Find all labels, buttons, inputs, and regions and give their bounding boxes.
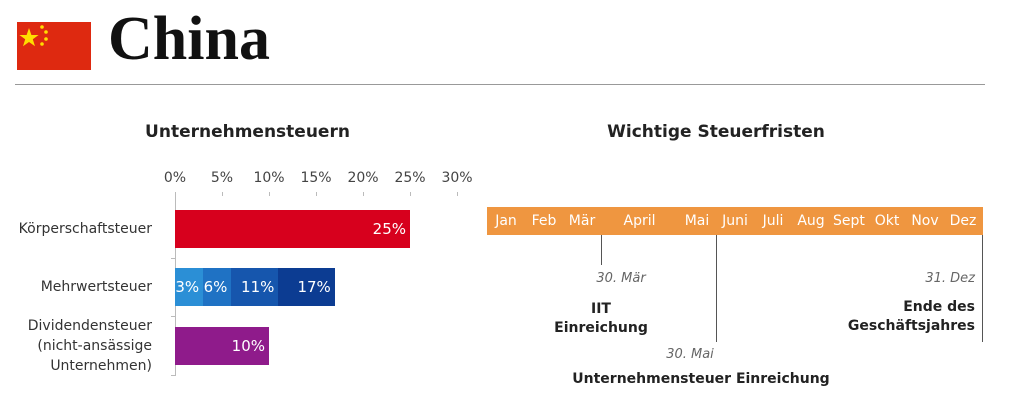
month-label: Dez (949, 213, 977, 229)
month-label: April (623, 213, 656, 229)
category-label: Mehrwertsteuer (40, 279, 152, 295)
header-rule (15, 84, 985, 85)
month-label: Jan (495, 213, 517, 229)
category-label: Körperschaftsteuer (18, 221, 152, 237)
x-tick-label: 15% (300, 170, 332, 186)
month-label: Okt (874, 213, 900, 229)
event-line (601, 235, 602, 265)
x-tick (410, 192, 411, 196)
month-label: Aug (797, 213, 825, 229)
x-tick-label: 0% (163, 170, 187, 186)
value-label: 25% (372, 220, 406, 238)
bar (175, 210, 410, 248)
x-tick-label: 25% (394, 170, 426, 186)
event-label: Unternehmensteuer Einreichung (572, 371, 830, 387)
y-tick (171, 316, 175, 317)
x-tick-label: 20% (347, 170, 379, 186)
timeline-band (487, 207, 983, 235)
event-label: Ende des Geschäftsjahres (847, 299, 975, 334)
value-label: 17% (297, 278, 331, 296)
y-tick (171, 375, 175, 376)
month-label: Juni (722, 213, 748, 229)
event-date: 30. Mai (666, 347, 714, 362)
value-label: 10% (231, 337, 265, 355)
y-tick (171, 258, 175, 259)
month-label: Mai (684, 213, 710, 229)
chart-title: Unternehmensteuern (145, 122, 350, 142)
bar (175, 268, 204, 306)
x-tick-label: 30% (441, 170, 473, 186)
x-tick (363, 192, 364, 196)
page-title: China (108, 5, 270, 73)
value-label: 6% (203, 278, 228, 296)
event-line (982, 235, 983, 342)
x-tick-label: 10% (253, 170, 285, 186)
value-label: 11% (241, 278, 275, 296)
event-label: IIT Einreichung (554, 301, 648, 336)
month-label: Mär (568, 213, 596, 229)
x-tick (269, 192, 270, 196)
flag (17, 22, 91, 70)
event-date: 31. Dez (925, 271, 975, 286)
month-label: Feb (531, 213, 557, 229)
event-date: 30. Mär (596, 271, 646, 286)
event-line (716, 235, 717, 342)
x-tick-label: 5% (210, 170, 234, 186)
month-label: Juli (762, 213, 784, 229)
x-tick (222, 192, 223, 196)
month-label: Nov (911, 213, 939, 229)
x-tick (457, 192, 458, 196)
bar (175, 327, 269, 365)
value-label: 3% (175, 278, 200, 296)
timeline-title: Wichtige Steuerfristen (607, 122, 825, 142)
month-label: Sept (833, 213, 865, 229)
x-tick (316, 192, 317, 196)
category-label: Dividendensteuer (nicht-ansässige Untern… (27, 318, 152, 374)
x-tick (175, 192, 176, 196)
